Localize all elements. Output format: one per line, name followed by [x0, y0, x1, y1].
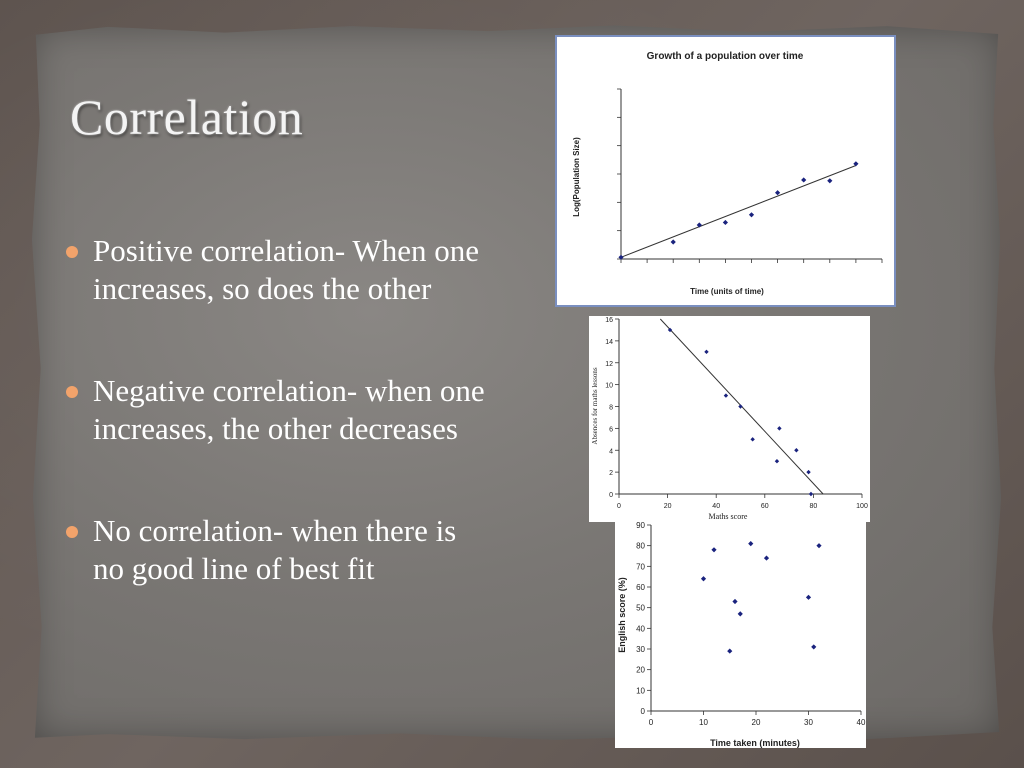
data-point [763, 555, 770, 561]
chart-svg: Growth of a population over time Time (u… [572, 51, 883, 296]
data-point [738, 404, 743, 409]
y-tick-label: 90 [636, 521, 645, 530]
data-point [801, 177, 807, 183]
data-point [808, 491, 814, 497]
data-point [811, 644, 817, 650]
bullet-dot [66, 526, 78, 538]
chart-marks [659, 318, 824, 497]
chart-axes: 0 10 20 30 40 50 60 70 80 90 0 10 20 30 40 [636, 521, 866, 727]
data-point [722, 219, 728, 226]
y-tick-label: 10 [636, 686, 645, 695]
y-tick-label: 14 [605, 339, 613, 346]
y-tick-label: 0 [641, 707, 646, 716]
x-tick-label: 0 [617, 503, 621, 510]
x-tick-label: 40 [712, 503, 720, 510]
y-axis-label: English score (%) [617, 577, 627, 653]
y-tick-label: 10 [605, 383, 613, 390]
x-axis-label: Time (units of time) [690, 287, 764, 296]
data-point [737, 611, 743, 617]
x-tick-label: 0 [649, 718, 654, 727]
y-tick-label: 40 [636, 624, 645, 633]
y-tick-label: 8 [609, 405, 613, 412]
x-tick-label: 60 [761, 503, 769, 510]
bullet-negative-correlation: Negative correlation- when one increases… [66, 372, 486, 448]
chart-title: Growth of a population over time [647, 51, 804, 62]
bullet-text: Positive correlation- When one increases… [93, 233, 479, 306]
y-tick-label: 20 [636, 666, 645, 675]
data-point [670, 239, 676, 245]
y-tick-label: 70 [636, 562, 645, 571]
data-point [711, 547, 717, 553]
y-tick-label: 2 [609, 470, 613, 477]
x-tick-label: 20 [752, 718, 761, 727]
y-tick-label: 80 [636, 542, 645, 551]
data-point [748, 212, 755, 218]
data-point [732, 598, 738, 605]
data-point [805, 594, 812, 600]
chart-svg: Maths score Absences for maths lessons 0… [591, 317, 868, 521]
trendline [620, 165, 857, 258]
x-tick-label: 100 [856, 503, 868, 510]
x-tick-label: 10 [699, 718, 708, 727]
y-tick-label: 6 [609, 426, 613, 433]
data-point [827, 178, 833, 184]
x-tick-label: 80 [810, 503, 818, 510]
y-tick-label: 50 [636, 604, 645, 613]
y-axis-label: Absences for maths lessons [591, 367, 599, 444]
bullet-text: Negative correlation- when one increases… [93, 373, 485, 446]
data-point [777, 426, 782, 431]
chart-svg: Time taken (minutes) English score (%) 0… [617, 521, 866, 748]
bullet-positive-correlation: Positive correlation- When one increases… [66, 232, 486, 308]
bullet-text: No correlation- when there is no good li… [93, 513, 457, 586]
bullet-no-correlation: No correlation- when there is no good li… [66, 512, 486, 588]
data-point [853, 161, 859, 167]
data-point [806, 469, 811, 475]
y-tick-label: 30 [636, 645, 645, 654]
x-tick-label: 40 [857, 718, 866, 727]
data-point [750, 437, 755, 442]
data-point [696, 222, 702, 228]
chart-maths-absences: Maths score Absences for maths lessons 0… [589, 316, 870, 522]
y-axis-label: Log(Population Size) [572, 137, 581, 217]
x-axis-label: Time taken (minutes) [710, 738, 800, 748]
chart-population-growth: Growth of a population over time Time (u… [555, 35, 896, 307]
y-tick-label: 0 [609, 492, 613, 499]
y-tick-label: 16 [605, 317, 613, 324]
y-tick-label: 60 [636, 583, 645, 592]
bullet-dot [66, 246, 78, 258]
data-point [816, 543, 822, 549]
bullet-dot [66, 386, 78, 398]
x-tick-label: 30 [804, 718, 813, 727]
data-point [700, 576, 707, 582]
chart-axes [617, 88, 883, 263]
bullet-list: Positive correlation- When one increases… [66, 232, 486, 588]
chart-marks [618, 161, 859, 260]
data-point [704, 349, 709, 355]
y-tick-label: 4 [609, 448, 613, 455]
x-axis-label: Maths score [709, 512, 748, 521]
data-point [748, 541, 754, 547]
data-point [794, 448, 799, 453]
x-tick-label: 20 [664, 503, 672, 510]
slide-title: Correlation [70, 89, 304, 145]
y-tick-label: 12 [605, 361, 613, 368]
chart-english-time: Time taken (minutes) English score (%) 0… [615, 520, 866, 748]
data-point [774, 458, 780, 464]
chart-marks [700, 541, 822, 654]
data-point [618, 254, 624, 260]
data-point [727, 648, 733, 654]
data-point [723, 393, 729, 398]
chart-axes: 0 2 4 6 8 10 12 14 16 0 20 40 60 80 100 [605, 317, 868, 510]
data-point [775, 190, 781, 196]
